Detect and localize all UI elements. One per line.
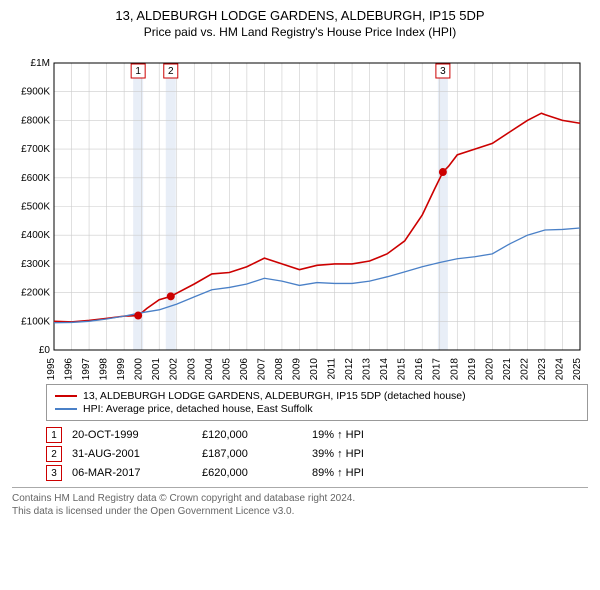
svg-text:2010: 2010 [309, 358, 320, 380]
svg-text:1: 1 [135, 66, 141, 77]
svg-text:£200K: £200K [21, 288, 50, 299]
svg-text:2025: 2025 [572, 358, 583, 380]
svg-text:2006: 2006 [239, 358, 250, 380]
data-point-badge: 1 [46, 427, 62, 443]
data-point-badge: 3 [46, 465, 62, 481]
svg-text:2002: 2002 [169, 358, 180, 380]
svg-text:2017: 2017 [432, 358, 443, 380]
data-point-badge: 2 [46, 446, 62, 462]
svg-text:£900K: £900K [21, 87, 50, 98]
data-point-price: £187,000 [202, 448, 312, 460]
legend-item: HPI: Average price, detached house, East… [55, 403, 579, 415]
svg-text:2001: 2001 [151, 358, 162, 380]
svg-text:£0: £0 [39, 345, 51, 356]
svg-text:2014: 2014 [379, 358, 390, 380]
legend-swatch [55, 395, 77, 397]
data-point-date: 20-OCT-1999 [72, 429, 202, 441]
svg-text:2019: 2019 [467, 358, 478, 380]
data-points-table: 1 20-OCT-1999£120,00019% ↑ HPI 2 31-AUG-200… [46, 427, 588, 481]
svg-text:2004: 2004 [204, 358, 215, 380]
legend-label: 13, ALDEBURGH LODGE GARDENS, ALDEBURGH, … [83, 390, 466, 402]
svg-text:2024: 2024 [554, 358, 565, 380]
svg-text:1995: 1995 [46, 358, 57, 380]
chart-svg: £0 £100K £200K £300K £400K £500K £600K £700K £80… [12, 45, 588, 380]
svg-text:2015: 2015 [397, 358, 408, 380]
legend-swatch [55, 408, 77, 410]
data-point-row: 3 06-MAR-2017£620,00089% ↑ HPI [46, 465, 588, 481]
chart-subtitle: Price paid vs. HM Land Registry's House … [0, 25, 600, 39]
svg-text:£700K: £700K [21, 144, 50, 155]
svg-text:2022: 2022 [519, 358, 530, 380]
legend-item: 13, ALDEBURGH LODGE GARDENS, ALDEBURGH, … [55, 390, 579, 402]
legend: 13, ALDEBURGH LODGE GARDENS, ALDEBURGH, … [46, 384, 588, 421]
data-point-date: 31-AUG-2001 [72, 448, 202, 460]
data-point-pct: 39% ↑ HPI [312, 448, 432, 460]
svg-text:£600K: £600K [21, 173, 50, 184]
svg-text:2005: 2005 [221, 358, 232, 380]
svg-text:£800K: £800K [21, 115, 50, 126]
svg-text:2016: 2016 [414, 358, 425, 380]
data-point-pct: 19% ↑ HPI [312, 429, 432, 441]
svg-text:£500K: £500K [21, 202, 50, 213]
svg-text:1997: 1997 [81, 358, 92, 380]
svg-text:2003: 2003 [186, 358, 197, 380]
data-point-pct: 89% ↑ HPI [312, 467, 432, 479]
svg-text:1996: 1996 [64, 358, 75, 380]
chart-area: £0 £100K £200K £300K £400K £500K £600K £700K £80… [12, 45, 588, 380]
svg-text:2000: 2000 [134, 358, 145, 380]
svg-text:£400K: £400K [21, 230, 50, 241]
data-point-row: 1 20-OCT-1999£120,00019% ↑ HPI [46, 427, 588, 443]
svg-text:2018: 2018 [449, 358, 460, 380]
svg-text:2009: 2009 [291, 358, 302, 380]
footer-line: Contains HM Land Registry data © Crown c… [12, 492, 588, 505]
svg-text:2020: 2020 [484, 358, 495, 380]
svg-text:£100K: £100K [21, 316, 50, 327]
data-point-price: £120,000 [202, 429, 312, 441]
svg-text:1998: 1998 [99, 358, 110, 380]
svg-text:2008: 2008 [274, 358, 285, 380]
svg-text:2021: 2021 [502, 358, 513, 380]
svg-text:£1M: £1M [31, 58, 50, 69]
data-point-row: 2 31-AUG-2001£187,00039% ↑ HPI [46, 446, 588, 462]
svg-text:£300K: £300K [21, 259, 50, 270]
footer-line: This data is licensed under the Open Gov… [12, 505, 588, 518]
svg-text:2011: 2011 [327, 358, 338, 380]
svg-text:2007: 2007 [256, 358, 267, 380]
svg-text:1999: 1999 [116, 358, 127, 380]
data-point-price: £620,000 [202, 467, 312, 479]
svg-text:2012: 2012 [344, 358, 355, 380]
svg-text:2013: 2013 [362, 358, 373, 380]
footer: Contains HM Land Registry data © Crown c… [12, 487, 588, 518]
svg-text:2023: 2023 [537, 358, 548, 380]
chart-title: 13, ALDEBURGH LODGE GARDENS, ALDEBURGH, … [0, 8, 600, 23]
legend-label: HPI: Average price, detached house, East… [83, 403, 313, 415]
data-point-date: 06-MAR-2017 [72, 467, 202, 479]
svg-text:2: 2 [168, 66, 174, 77]
svg-text:3: 3 [440, 66, 446, 77]
